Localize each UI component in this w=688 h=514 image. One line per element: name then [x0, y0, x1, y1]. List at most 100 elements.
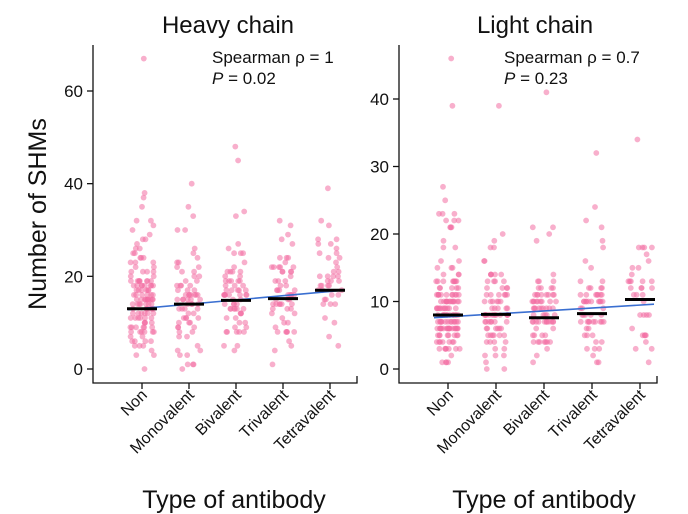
- data-point: [543, 305, 550, 312]
- data-point: [328, 278, 334, 284]
- data-point: [326, 333, 332, 340]
- data-point: [501, 278, 507, 285]
- data-point: [274, 329, 281, 335]
- heavy-chain-p-value: P = 0.02: [212, 69, 276, 88]
- data-point: [241, 329, 247, 335]
- data-point: [184, 296, 191, 303]
- data-point: [184, 287, 191, 294]
- data-point: [582, 258, 589, 264]
- data-point: [227, 305, 234, 312]
- data-point: [453, 318, 460, 325]
- data-point: [148, 319, 155, 326]
- data-point: [231, 347, 238, 354]
- data-point: [289, 241, 296, 247]
- data-point: [487, 298, 494, 305]
- data-point: [625, 278, 632, 285]
- data-point: [269, 305, 276, 312]
- data-point: [332, 301, 339, 307]
- data-point: [285, 319, 291, 326]
- data-point: [547, 298, 553, 305]
- data-point: [498, 325, 505, 332]
- outlier-point: [188, 180, 195, 187]
- data-point: [182, 278, 189, 284]
- data-point: [243, 324, 250, 331]
- data-point: [551, 291, 557, 298]
- data-point: [599, 237, 606, 244]
- data-point: [628, 271, 635, 278]
- data-point: [190, 361, 196, 368]
- data-point: [592, 318, 599, 325]
- data-point: [535, 339, 541, 345]
- data-point: [499, 285, 506, 291]
- data-point: [136, 342, 143, 349]
- data-point: [320, 301, 327, 307]
- data-point: [185, 310, 192, 317]
- data-point: [291, 329, 298, 335]
- data-point: [317, 282, 324, 289]
- data-point: [231, 301, 237, 307]
- data-point: [439, 359, 446, 366]
- data-point: [133, 217, 140, 224]
- data-point: [440, 278, 447, 285]
- y-tick-label: 60: [64, 82, 83, 101]
- data-point: [632, 345, 639, 352]
- data-point: [137, 301, 144, 307]
- outlier-point: [543, 89, 550, 96]
- data-point: [272, 278, 279, 284]
- data-point: [151, 264, 157, 270]
- data-point: [130, 310, 136, 317]
- data-point: [241, 259, 248, 266]
- data-point: [501, 366, 508, 372]
- data-point: [645, 359, 652, 366]
- data-point: [639, 244, 646, 251]
- data-point: [534, 298, 541, 305]
- data-point: [133, 287, 140, 294]
- data-point: [503, 285, 510, 291]
- data-point: [483, 359, 489, 366]
- data-point: [584, 345, 590, 352]
- data-point: [633, 291, 640, 298]
- light-chain-title: Light chain: [477, 12, 593, 39]
- data-point: [149, 329, 156, 335]
- data-point: [648, 345, 655, 352]
- data-point: [327, 301, 334, 307]
- data-point: [501, 291, 508, 298]
- data-point: [533, 352, 540, 359]
- data-point: [534, 291, 540, 298]
- data-point: [586, 285, 592, 291]
- data-point: [174, 296, 181, 303]
- data-point: [271, 347, 278, 354]
- data-point: [269, 361, 276, 368]
- data-point: [635, 264, 642, 271]
- outlier-point: [141, 190, 148, 196]
- data-point: [627, 285, 634, 291]
- data-point: [189, 329, 196, 335]
- data-point: [195, 264, 202, 270]
- data-point: [286, 338, 292, 345]
- data-point: [183, 315, 190, 321]
- data-point: [128, 268, 135, 275]
- data-point: [243, 292, 250, 298]
- data-point: [501, 352, 507, 359]
- data-point: [545, 291, 552, 298]
- data-point: [234, 287, 241, 294]
- data-point: [134, 278, 141, 284]
- data-point: [224, 329, 231, 335]
- data-point: [190, 213, 197, 220]
- data-point: [596, 345, 603, 352]
- data-point: [436, 345, 443, 352]
- data-point: [196, 273, 203, 280]
- data-point: [491, 339, 498, 345]
- data-point: [291, 287, 298, 294]
- light-chain-p-number: = 0.23: [515, 69, 567, 88]
- data-point: [277, 254, 283, 261]
- data-point: [268, 264, 275, 270]
- outlier-point: [440, 183, 446, 190]
- data-point: [591, 345, 598, 352]
- data-point: [484, 278, 491, 285]
- data-point: [439, 339, 446, 345]
- data-point: [184, 352, 191, 358]
- data-point: [141, 319, 148, 326]
- outlier-point: [235, 157, 242, 164]
- data-point: [131, 342, 138, 349]
